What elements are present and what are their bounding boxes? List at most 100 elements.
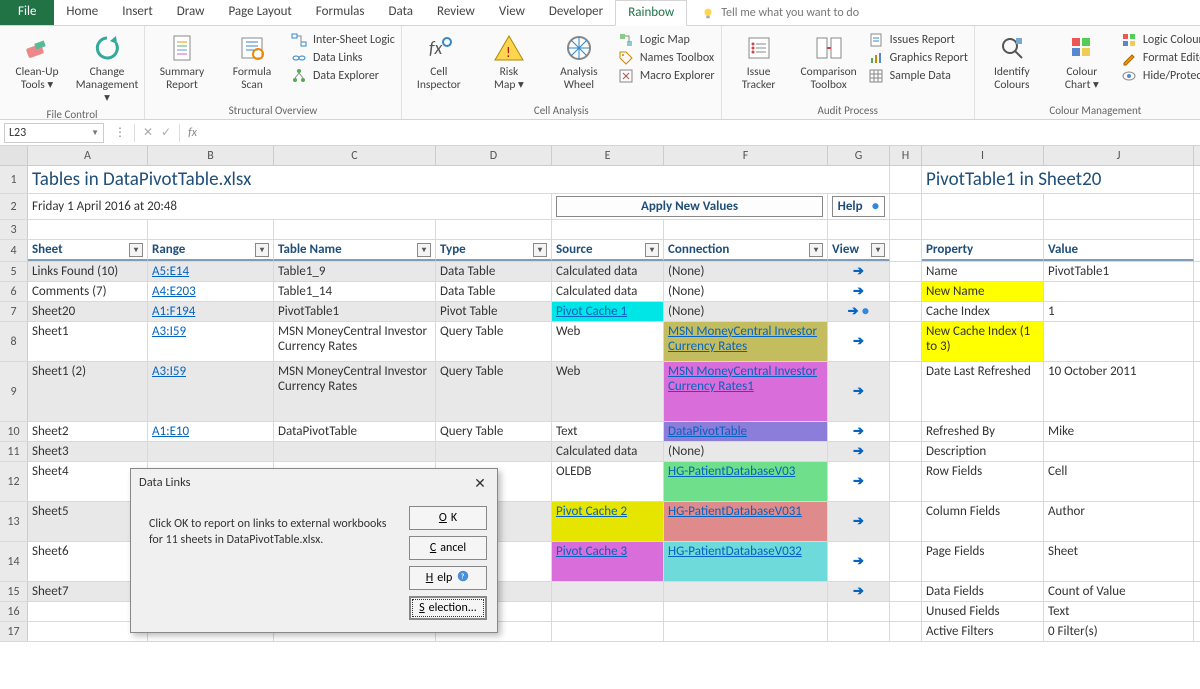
row-header[interactable]: 3 xyxy=(0,220,28,239)
view-arrow-icon[interactable]: ➔ xyxy=(853,584,864,599)
cancel-icon[interactable]: ✕ xyxy=(143,125,153,140)
cleanup-button[interactable]: Clean-UpTools ▾ xyxy=(6,30,68,92)
irep-button[interactable]: Issues Report xyxy=(868,32,968,48)
col-header-H[interactable]: H xyxy=(890,146,922,165)
filter-dropdown-icon[interactable]: ▾ xyxy=(533,243,547,257)
tab-developer[interactable]: Developer xyxy=(537,0,615,25)
tell-me-search[interactable]: Tell me what you want to do xyxy=(687,0,859,25)
filter-dropdown-icon[interactable]: ▾ xyxy=(871,243,885,257)
filter-dropdown-icon[interactable]: ▾ xyxy=(809,243,823,257)
view-arrow-icon[interactable]: ➔ xyxy=(853,264,864,279)
filter-dropdown-icon[interactable]: ▾ xyxy=(645,243,659,257)
filter-header-table-name[interactable]: Table Name▾ xyxy=(274,240,436,261)
lmap-button[interactable]: Logic Map xyxy=(618,32,715,48)
filter-header-type[interactable]: Type▾ xyxy=(436,240,552,261)
summary-button[interactable]: SummaryReport xyxy=(151,30,213,92)
isl-button[interactable]: Inter-Sheet Logic xyxy=(291,32,395,48)
view-arrow-icon[interactable]: ➔ xyxy=(853,284,864,299)
sheet-name: Sheet6 xyxy=(32,544,69,559)
tab-page-layout[interactable]: Page Layout xyxy=(216,0,303,25)
cellinsp-button[interactable]: fxCellInspector xyxy=(408,30,470,92)
filter-header-connection[interactable]: Connection▾ xyxy=(664,240,828,261)
view-arrow-icon[interactable]: ➔ xyxy=(853,474,864,489)
ctool-button[interactable]: ComparisonToolbox xyxy=(798,30,860,92)
idcol-button[interactable]: IdentifyColours xyxy=(981,30,1043,92)
change-button[interactable]: ChangeManagement ▾ xyxy=(76,30,138,106)
ntool-button[interactable]: Names Toolbox xyxy=(618,50,715,66)
fedit-button[interactable]: Format Editor xyxy=(1121,50,1200,66)
row-header[interactable]: 1 xyxy=(0,166,28,193)
enter-icon[interactable]: ✓ xyxy=(161,125,171,140)
row-header[interactable]: 2 xyxy=(0,194,28,219)
view-arrow-icon[interactable]: ➔ xyxy=(853,554,864,569)
insert-fn-icon[interactable]: ⋮ xyxy=(114,125,126,140)
name-box[interactable]: L23▼ xyxy=(4,123,104,143)
select-all-corner[interactable] xyxy=(0,146,28,165)
grep-button[interactable]: Graphics Report xyxy=(868,50,968,66)
range-link[interactable]: A3:I59 xyxy=(152,364,186,379)
close-icon[interactable]: ✕ xyxy=(471,475,489,492)
tab-data[interactable]: Data xyxy=(377,0,426,25)
dlinks-button[interactable]: Data Links xyxy=(291,50,395,66)
view-arrow-icon[interactable]: ➔ xyxy=(853,384,864,399)
dialog-cancel-button[interactable]: Cancel xyxy=(409,536,487,560)
col-header-G[interactable]: G xyxy=(828,146,890,165)
filter-header-range[interactable]: Range▾ xyxy=(148,240,274,261)
view-arrow-icon[interactable]: ➔ xyxy=(848,304,859,319)
filter-dropdown-icon[interactable]: ▾ xyxy=(255,243,269,257)
range-link[interactable]: A3:I59 xyxy=(152,324,186,339)
cchart-button[interactable]: ColourChart ▾ xyxy=(1051,30,1113,92)
tab-formulas[interactable]: Formulas xyxy=(304,0,377,25)
range-link[interactable]: A1:F194 xyxy=(152,304,195,319)
dexpl-button[interactable]: Data Explorer xyxy=(291,68,395,84)
col-header-C[interactable]: C xyxy=(274,146,436,165)
svg-text:fx: fx xyxy=(429,37,442,59)
hprot-button[interactable]: Hide/Protect xyxy=(1121,68,1200,84)
lcol-button[interactable]: Logic Colours xyxy=(1121,32,1200,48)
dialog-selection...-button[interactable]: Selection... xyxy=(409,596,487,620)
awheel-button[interactable]: AnalysisWheel xyxy=(548,30,610,92)
mexp-button[interactable]: Macro Explorer xyxy=(618,68,715,84)
filter-header-source[interactable]: Source▾ xyxy=(552,240,664,261)
range-link[interactable]: A5:E14 xyxy=(152,264,189,279)
filter-header-sheet[interactable]: Sheet▾ xyxy=(28,240,148,261)
dialog-message: Click OK to report on links to external … xyxy=(149,506,397,620)
tab-view[interactable]: View xyxy=(487,0,537,25)
timestamp: Friday 1 April 2016 at 20:48 xyxy=(32,199,177,214)
dialog-help-button[interactable]: Help ? xyxy=(409,566,487,590)
sheet-name: Sheet7 xyxy=(32,584,69,599)
itrack-button[interactable]: IssueTracker xyxy=(728,30,790,92)
fx-icon[interactable]: fx xyxy=(188,126,197,140)
view-arrow-icon[interactable]: ➔ xyxy=(853,334,864,349)
tab-home[interactable]: Home xyxy=(54,0,110,25)
view-arrow-icon[interactable]: ➔ xyxy=(853,444,864,459)
filter-header-view[interactable]: View▾ xyxy=(828,240,890,261)
col-header-E[interactable]: E xyxy=(552,146,664,165)
filter-dropdown-icon[interactable]: ▾ xyxy=(417,243,431,257)
view-arrow-icon[interactable]: ➔ xyxy=(853,514,864,529)
view-arrow-icon[interactable]: ➔ xyxy=(853,424,864,439)
tab-review[interactable]: Review xyxy=(425,0,487,25)
riskmap-button[interactable]: !RiskMap ▾ xyxy=(478,30,540,92)
range-link[interactable]: A4:E203 xyxy=(152,284,196,299)
tab-insert[interactable]: Insert xyxy=(110,0,165,25)
tab-rainbow[interactable]: Rainbow xyxy=(615,0,687,26)
col-header-A[interactable]: A xyxy=(28,146,148,165)
range-link[interactable]: A1:E10 xyxy=(152,424,189,439)
filter-dropdown-icon[interactable]: ▾ xyxy=(129,243,143,257)
col-header-B[interactable]: B xyxy=(148,146,274,165)
col-header-J[interactable]: J xyxy=(1044,146,1194,165)
col-header-F[interactable]: F xyxy=(664,146,828,165)
property-label: Name xyxy=(926,264,957,279)
tab-file[interactable]: File xyxy=(0,0,54,25)
dialog-ok-button[interactable]: OK xyxy=(409,506,487,530)
header-property: Property xyxy=(922,240,1044,261)
apply-new-values-button[interactable]: Apply New Values xyxy=(556,196,823,217)
fscan-button[interactable]: FormulaScan xyxy=(221,30,283,92)
col-header-D[interactable]: D xyxy=(436,146,552,165)
sdata-button[interactable]: Sample Data xyxy=(868,68,968,84)
col-header-I[interactable]: I xyxy=(922,146,1044,165)
property-label: Unused Fields xyxy=(926,604,1000,619)
tab-draw[interactable]: Draw xyxy=(165,0,217,25)
help-button[interactable]: Help ● xyxy=(832,196,885,217)
